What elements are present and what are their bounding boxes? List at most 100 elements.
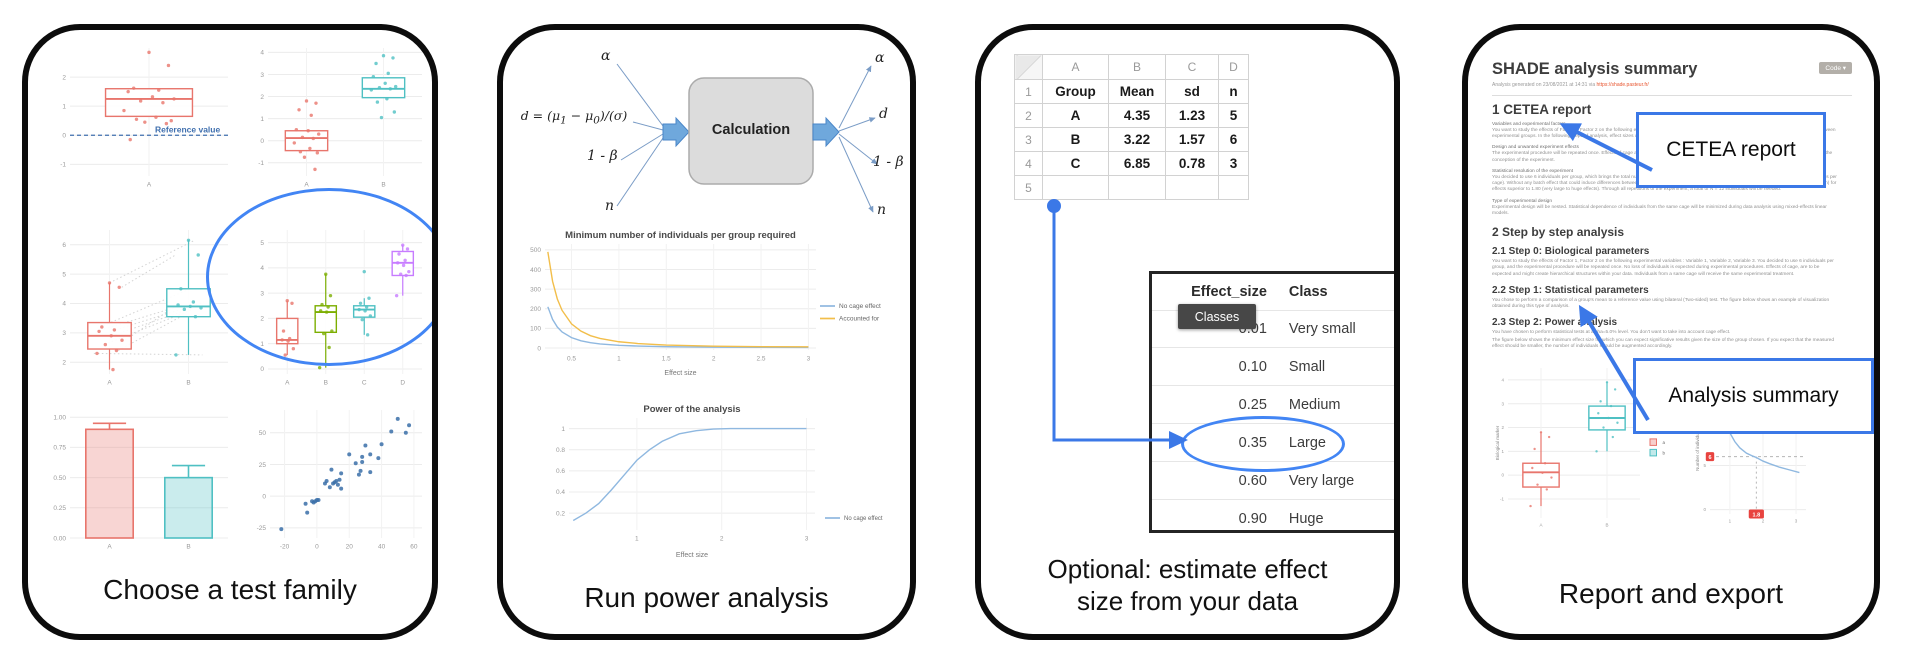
svg-text:A: A <box>304 182 309 189</box>
svg-text:3: 3 <box>260 72 264 79</box>
sheet-col-header: C <box>1165 54 1219 80</box>
d-output-label: d <box>879 106 888 122</box>
svg-text:50: 50 <box>259 430 267 437</box>
one-sample-boxplot-chart: -1 0 1 2 A Reference value <box>60 48 228 189</box>
svg-text:300: 300 <box>530 286 541 293</box>
report-para-head: Type of experimental design <box>1492 198 1552 204</box>
svg-text:Effect size: Effect size <box>676 552 708 559</box>
sheet-col-header: A <box>1042 54 1109 80</box>
report-para-head: Statistical resolution of the experiment <box>1492 168 1574 174</box>
report-h1: 1 CETEA report <box>1492 102 1592 117</box>
output-block-arrow <box>812 116 840 148</box>
diagram-lines <box>616 63 878 213</box>
svg-text:A: A <box>107 380 112 387</box>
svg-text:2: 2 <box>720 536 724 543</box>
report-h3: 2.2 Step 1: Statistical parameters <box>1492 284 1649 296</box>
svg-text:Power of the analysis: Power of the analysis <box>643 404 740 415</box>
svg-text:No cage effect: No cage effect <box>839 303 881 310</box>
svg-text:A: A <box>107 544 112 551</box>
report-title: SHADE analysis summary <box>1492 60 1698 78</box>
svg-text:No cage effect: No cage effect <box>844 516 883 522</box>
svg-text:3: 3 <box>1501 401 1504 406</box>
svg-text:5: 5 <box>62 271 66 278</box>
svg-text:4: 4 <box>62 301 66 308</box>
step-card-run-power-analysis[interactable]: α d = (μ1 − μ0)/(σ) 1 - β n Calculation … <box>497 24 916 640</box>
svg-text:0: 0 <box>1703 507 1706 512</box>
report-h3: 2.1 Step 0: Biological parameters <box>1492 246 1650 258</box>
calculation-label: Calculation <box>711 122 791 138</box>
svg-text:0: 0 <box>1501 473 1504 478</box>
svg-text:-1: -1 <box>258 160 264 167</box>
paired-boxplot-chart: 2 3 4 5 6 A B <box>62 230 228 387</box>
beta-output-label: 1 - β <box>873 154 904 170</box>
svg-text:0.6: 0.6 <box>556 468 565 475</box>
svg-text:5: 5 <box>1703 463 1706 468</box>
svg-text:b: b <box>1663 450 1666 455</box>
svg-text:1.5: 1.5 <box>662 356 671 363</box>
svg-text:0.2: 0.2 <box>556 510 565 517</box>
svg-text:3: 3 <box>1795 518 1798 523</box>
svg-text:2: 2 <box>260 94 264 101</box>
report-para: You chose to perform a comparison of a g… <box>1492 297 1830 310</box>
report-h3: 2.3 Step 2: Power analysis <box>1492 317 1618 329</box>
svg-text:60: 60 <box>410 544 418 551</box>
report-generated-line: Analysis generated on 23/08/2021 at 14:3… <box>1492 82 1649 88</box>
shade-link[interactable]: https://shade.pasteur.fr/ <box>1596 82 1649 88</box>
step-card-estimate-effect-size[interactable]: A B C D 1 Group Mean sd n 2 A 4.35 1.23 <box>975 24 1400 640</box>
svg-text:100: 100 <box>530 326 541 333</box>
analysis-summary-callout: Analysis summary <box>1633 358 1874 434</box>
step-caption: Optional: estimate effect size from your… <box>1047 554 1328 616</box>
divider <box>1492 95 1852 96</box>
svg-text:20: 20 <box>346 544 354 551</box>
svg-text:2: 2 <box>62 360 66 367</box>
svg-text:6: 6 <box>62 242 66 249</box>
sheet-corner <box>1014 54 1043 80</box>
sheet-row: 3 B 3.22 1.57 6 <box>1014 127 1249 152</box>
large-effect-circle-annotation <box>1181 416 1345 472</box>
svg-text:A: A <box>147 182 152 189</box>
svg-text:B: B <box>324 380 328 387</box>
n-input-label: n <box>605 198 615 214</box>
svg-text:1: 1 <box>617 356 621 363</box>
svg-text:0: 0 <box>262 493 266 500</box>
step-caption: Report and export <box>1558 578 1784 609</box>
svg-text:C: C <box>362 380 367 387</box>
sheet-row: 1 Group Mean sd n <box>1014 79 1249 104</box>
selection-circle-annotation <box>206 188 432 366</box>
effect-table-row: 0.10 Small <box>1152 348 1394 386</box>
svg-text:2.5: 2.5 <box>757 356 766 363</box>
n-output-label: n <box>877 202 887 218</box>
svg-text:0.00: 0.00 <box>53 535 66 542</box>
effect-table-row: 0.90 Huge <box>1238 510 1324 527</box>
code-button[interactable]: Code ▾ <box>1819 62 1852 74</box>
svg-text:D: D <box>400 380 405 387</box>
svg-text:4: 4 <box>1501 377 1504 382</box>
svg-text:Biological marker: Biological marker <box>1495 425 1500 460</box>
svg-text:-20: -20 <box>280 544 290 551</box>
cetea-report-callout: CETEA report <box>1636 112 1826 188</box>
step-caption: Run power analysis <box>584 582 829 613</box>
sheet-col-header: B <box>1108 54 1166 80</box>
two-sample-boxplot-chart: -1 0 1 2 3 4 A B <box>258 48 422 189</box>
classes-tooltip: Classes <box>1178 304 1256 329</box>
sheet-col-header: D <box>1218 54 1249 80</box>
svg-text:200: 200 <box>530 306 541 313</box>
power-of-analysis-chart: Power of the analysis 0.2 0.4 0.6 0.8 1 1 2 3 Eff… <box>556 404 883 559</box>
svg-text:0.50: 0.50 <box>53 475 66 482</box>
svg-text:1: 1 <box>1501 449 1504 454</box>
report-para-head: Variables and experimental factors <box>1492 122 1566 127</box>
svg-text:1: 1 <box>62 103 66 110</box>
sheet-row: 4 C 6.85 0.78 3 <box>1014 151 1249 176</box>
min-individuals-chart: Minimum number of individuals per group … <box>530 230 881 377</box>
beta-input-label: 1 - β <box>587 148 618 164</box>
svg-text:4: 4 <box>260 50 264 57</box>
step-card-report-and-export[interactable]: SHADE analysis summary Code ▾ Analysis g… <box>1462 24 1880 640</box>
svg-text:0: 0 <box>537 345 541 352</box>
svg-text:B: B <box>186 380 190 387</box>
svg-text:0: 0 <box>62 133 66 140</box>
svg-text:25: 25 <box>259 462 267 469</box>
effect-size-formula: d = (μ1 − μ0)/(σ) <box>520 108 628 127</box>
report-para-head: Design and unwanted experiment effects <box>1492 145 1579 151</box>
